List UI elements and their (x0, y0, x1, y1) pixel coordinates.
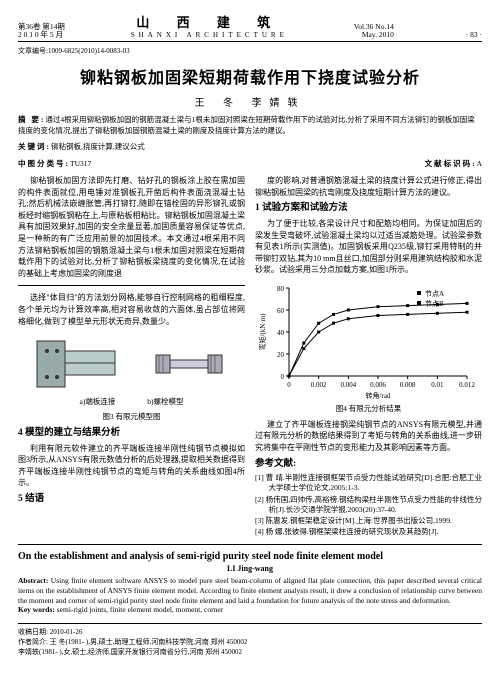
keywords-text: 铆粘钢板,挠度计算,建议公式 (51, 142, 145, 151)
svg-text:弯矩/(kN·m): 弯矩/(kN·m) (258, 313, 267, 351)
keywords-label: 关键词: (18, 142, 51, 151)
fig4-caption: 图4 有限元分析结果 (255, 404, 482, 415)
fig3-subcaptions: a)端板连接 b)螺栓模型 (18, 397, 245, 408)
author-bio-2: 李婧轶(1981- ),女,硕士,经济师,国家开发银行河南省分行,河南 郑州 4… (18, 648, 482, 658)
running-header: 第36卷 第14期 2 0 1 0 年 5 月 山 西 建 筑 SHANXI A… (18, 12, 482, 42)
fig3b-bolt-icon (141, 333, 236, 395)
doc-code-label: 文献标识码: (425, 159, 477, 168)
svg-text:0.006: 0.006 (370, 381, 386, 389)
figure-4-chart: 0 20 40 60 80 0 0.002 0.004 0.006 0.008 0.01 0.012 转… (255, 280, 482, 400)
header-center: 山 西 建 筑 SHANXI ARCHITECTURE (131, 12, 288, 39)
figure-3 (18, 333, 245, 395)
svg-text:0.002: 0.002 (311, 381, 327, 389)
svg-text:0: 0 (287, 381, 291, 389)
en-title: On the establishment and analysis of sem… (18, 551, 482, 562)
sec4-heading: 4 模型的建立与结果分析 (18, 427, 245, 441)
fig3b-caption: b)螺栓模型 (147, 397, 183, 406)
svg-text:转角/rad: 转角/rad (366, 391, 391, 400)
article-code: 文章编号:1009-6825(2010)14-0083-03 (18, 46, 482, 56)
clc: 中图分类号:TU317 (18, 159, 91, 170)
sec4-p: 利用有限元软件建立的齐平端板连接半刚性纯钢节点模拟如图3所示,从ANSYS有限元… (18, 443, 245, 489)
chart-svg: 0 20 40 60 80 0 0.002 0.004 0.006 0.008 0.01 0.012 转… (255, 280, 475, 400)
abstract-cn: 摘 要:通过4根采用铆粘钢板加固的钢筋混凝土梁与1根未加固对照梁在短期荷载作用下… (18, 115, 482, 136)
reference-item: [3] 陈惠发.钢框架稳定设计[M].上海:世界图书出版公司,1999. (255, 516, 482, 526)
date-cn: 2 0 1 0 年 5 月 (18, 31, 65, 39)
page-number: · 83 · (466, 30, 482, 39)
en-abstract: Abstract: Using finite element software … (18, 576, 482, 605)
en-abstract-label: Abstract: (18, 576, 48, 585)
right-p3: 建立了齐平端板连接钢梁纯钢节点的ANSYS有限元模型,并通过有限元分析的数据结果… (255, 419, 482, 454)
codes-row: 中图分类号:TU317 文献标识码:A (18, 159, 482, 170)
doc-code: 文献标识码:A (425, 159, 482, 170)
reference-item: [4] 杨 娜,张彼得.钢框架梁柱连接的研究现状及其趋势[J]. (255, 527, 482, 537)
mesh-p: 选择"体目归"的方法划分网格,能够自行控制网格的粗细程度,各个单元均为计算效率高… (18, 292, 245, 327)
en-keywords: Key words: semi-rigid joints, finite ele… (18, 605, 482, 615)
abstract-text: 通过4根采用铆粘钢板加固的钢筋混凝土梁与1根未加固对照梁在短期荷载作用下的试验对… (18, 115, 475, 135)
references-list: [1] 曹 靖.半刚性连接钢框架节点受力性能试验研究[D].合肥:合肥工业大学硕… (255, 473, 482, 537)
left-column: 铆粘钢板加固方法即先打磨、钻好孔的钢板涂上胶在需加固的构件表面就位,用电锤对准钢… (18, 175, 245, 538)
keywords-cn: 关键词:铆粘钢板,挠度计算,建议公式 (18, 142, 482, 153)
svg-text:60: 60 (277, 307, 285, 315)
abstract-label: 摘 要: (18, 115, 45, 124)
fig3-caption: 图3 有限元模型图 (18, 412, 245, 423)
right-column: 度的影响,对普通钢筋混凝土梁的挠度计算公式进行修正,得出铆粘钢板加固梁的抗弯刚度… (255, 175, 482, 538)
sec5-heading: 5 结语 (18, 493, 245, 507)
right-p1: 度的影响,对普通钢筋混凝土梁的挠度计算公式进行修正,得出铆粘钢板加固梁的抗弯刚度… (255, 175, 482, 198)
body-columns: 铆粘钢板加固方法即先打磨、钻好孔的钢板涂上胶在需加固的构件表面就位,用电锤对准钢… (18, 175, 482, 538)
journal-en: SHANXI ARCHITECTURE (131, 31, 288, 39)
hr-above-en (18, 544, 482, 545)
svg-text:40: 40 (277, 329, 285, 337)
authors: 王 冬 李婧轶 (18, 94, 482, 109)
clc-label: 中图分类号: (18, 159, 70, 168)
author-bio-1: 作者简介: 王 冬(1981- ),男,硕士,助理工程师,河南科技学院,河南 郑… (18, 638, 482, 648)
en-author: LI Jing-wang (18, 564, 482, 573)
intro-p1: 铆粘钢板加固方法即先打磨、钻好孔的钢板涂上胶在需加固的构件表面就位,用电锤对准钢… (18, 175, 245, 279)
clc-code: TU317 (70, 159, 91, 168)
en-abstract-text: Using finite element software ANSYS to m… (18, 576, 482, 605)
svg-text:节点B: 节点B (425, 300, 444, 308)
page: 第36卷 第14期 2 0 1 0 年 5 月 山 西 建 筑 SHANXI A… (0, 0, 500, 695)
svg-text:80: 80 (277, 285, 285, 293)
en-kw-text: semi-rigid joints, finite element model,… (55, 605, 223, 614)
svg-text:节点A: 节点A (425, 290, 444, 298)
main-title: 铆粘钢板加固梁短期荷载作用下挠度试验分析 (18, 64, 482, 88)
header-left: 第36卷 第14期 2 0 1 0 年 5 月 (18, 23, 65, 40)
footer: 收稿日期: 2010-01-26 作者简介: 王 冬(1981- ),男,硕士,… (18, 623, 482, 657)
right-p2: 为了便于比较,各梁设计尺寸和配筋均相同。为保证加固后的梁发生受弯破坏,试验混凝土… (255, 218, 482, 276)
refs-heading: 参考文献: (255, 458, 482, 472)
reference-item: [2] 杨伟国,四帅传,高裕榜.钢结构梁柱半刚性节点受力性能的非线性分析[J].… (255, 495, 482, 515)
fig3a-caption: a)端板连接 (80, 397, 116, 406)
svg-text:0.008: 0.008 (400, 381, 416, 389)
svg-text:0.01: 0.01 (431, 381, 444, 389)
reference-item: [1] 曹 靖.半刚性连接钢框架节点受力性能试验研究[D].合肥:合肥工业大学硕… (255, 473, 482, 493)
recv-date: 收稿日期: 2010-01-26 (18, 628, 482, 638)
en-kw-label: Key words: (18, 605, 55, 614)
doc-code-value: A (477, 159, 482, 168)
header-right: Vol.36 No.14 May. 2010 (354, 23, 394, 40)
svg-text:0.012: 0.012 (459, 381, 475, 389)
sec1-heading: 1 试验方案和试验方法 (255, 202, 482, 216)
date-en: May. 2010 (354, 31, 394, 39)
svg-text:0.004: 0.004 (340, 381, 356, 389)
section-divider (18, 285, 245, 286)
svg-text:0: 0 (281, 373, 285, 381)
fig3a-endplate-icon (27, 333, 122, 395)
journal-cn: 山 西 建 筑 (131, 12, 288, 31)
svg-text:20: 20 (277, 351, 285, 359)
